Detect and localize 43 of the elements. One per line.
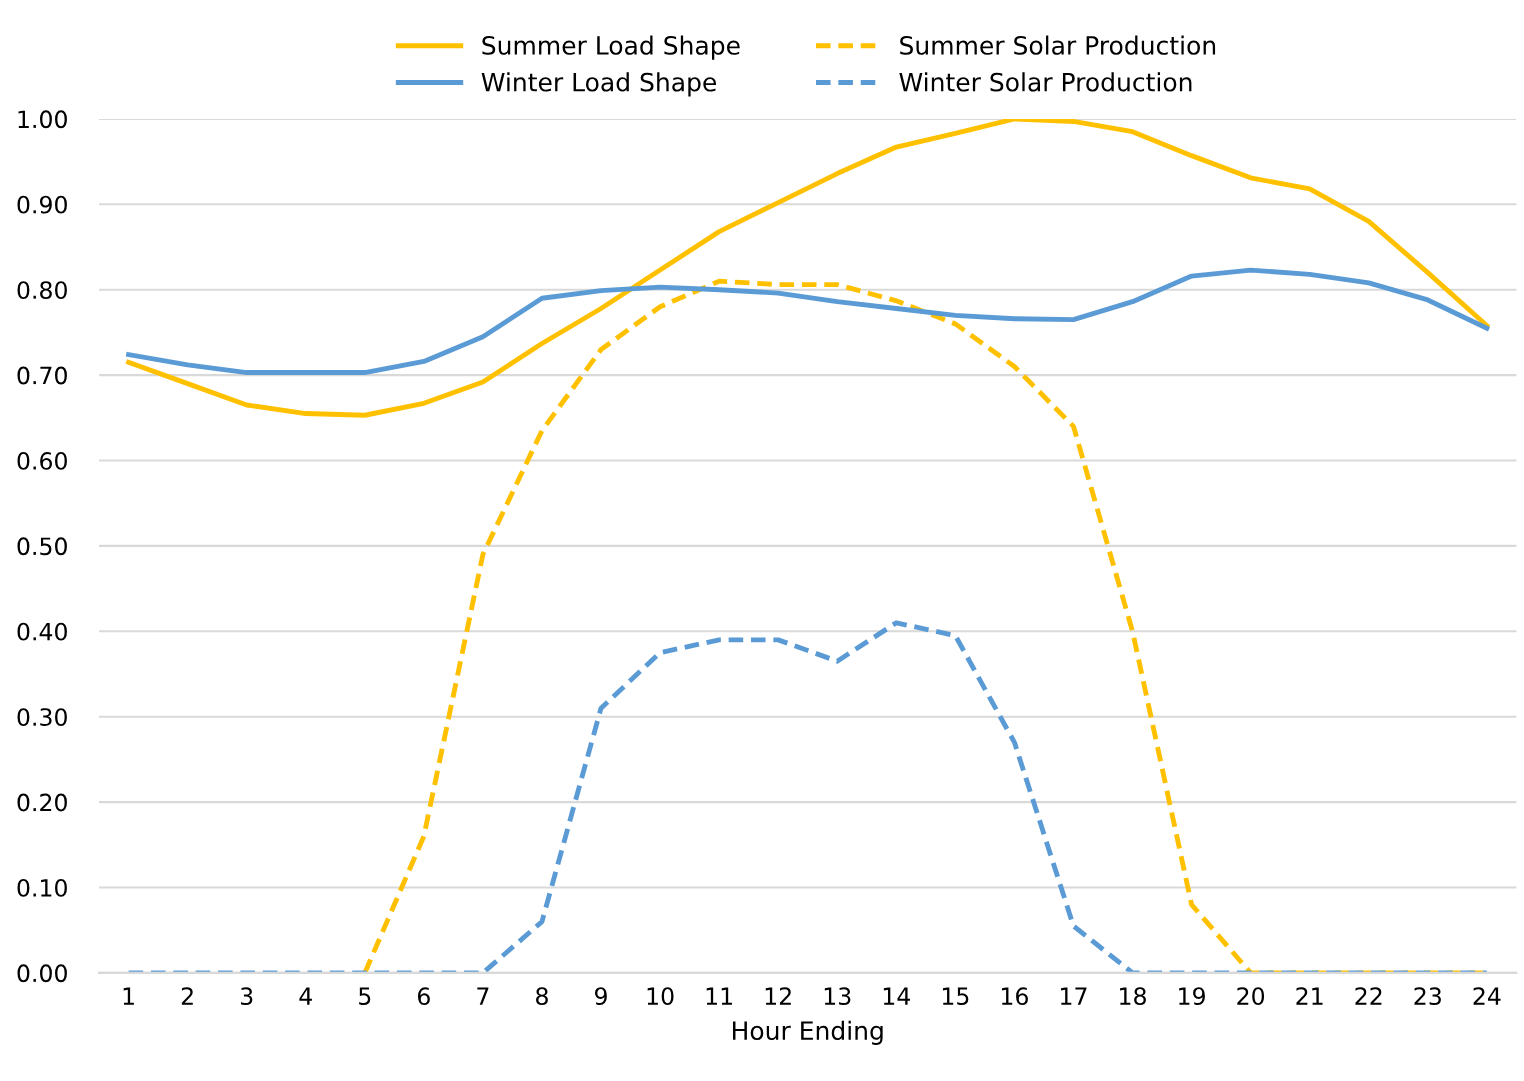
- y-tick-label: 0.00: [17, 964, 67, 983]
- x-tick-label: 3: [240, 987, 253, 1006]
- x-tick-label: 15: [942, 987, 969, 1006]
- legend-label: Winter Load Shape: [481, 72, 716, 97]
- line-series: [126, 620, 1490, 973]
- x-tick-label: 21: [1296, 987, 1323, 1005]
- x-tick-label: 12: [765, 987, 791, 1005]
- legend-label: Summer Load Shape: [482, 35, 740, 60]
- legend-label: Summer Solar Production: [900, 35, 1216, 55]
- x-tick-label: 22: [1355, 987, 1382, 1005]
- x-tick-label: 8: [536, 987, 548, 1006]
- y-tick-label: 0.30: [17, 708, 67, 727]
- x-tick-label: 5: [359, 987, 371, 1006]
- y-tick-label: 0.40: [17, 622, 67, 641]
- y-tick-label: 0.70: [17, 366, 67, 385]
- x-tick-label: 10: [647, 987, 674, 1006]
- y-tick-label: 0.90: [17, 195, 67, 214]
- legend-label: Winter Solar Production: [899, 72, 1192, 92]
- x-tick-label: 7: [477, 987, 489, 1005]
- y-tick-label: 1.00: [18, 110, 67, 129]
- x-tick-label: 9: [595, 987, 607, 1006]
- x-tick-label: 11: [706, 987, 732, 1005]
- x-tick-label: 14: [883, 987, 910, 1005]
- y-tick-label: 0.20: [17, 793, 67, 812]
- x-tick-label: 20: [1237, 987, 1265, 1006]
- x-tick-label: 24: [1473, 987, 1501, 1005]
- line-series: [126, 118, 1490, 418]
- x-tick-label: 16: [1001, 987, 1028, 1006]
- x-tick-label: 23: [1414, 987, 1441, 1006]
- x-tick-label: 6: [418, 987, 430, 1006]
- x-tick-label: 19: [1179, 987, 1205, 1006]
- x-tick-label: 17: [1061, 987, 1087, 1005]
- x-axis-title: Hour Ending: [733, 1020, 883, 1045]
- y-tick-label: 0.50: [17, 537, 67, 556]
- x-tick-label: 2: [181, 987, 193, 1005]
- x-tick-label: 13: [824, 987, 851, 1006]
- x-tick-label: 4: [299, 987, 312, 1005]
- y-tick-label: 0.10: [17, 878, 67, 897]
- y-tick-label: 0.80: [17, 281, 67, 300]
- x-tick-label: 18: [1120, 987, 1146, 1006]
- y-tick-label: 0.60: [17, 451, 67, 470]
- x-tick-label: 1: [123, 987, 134, 1005]
- line-series: [126, 267, 1490, 375]
